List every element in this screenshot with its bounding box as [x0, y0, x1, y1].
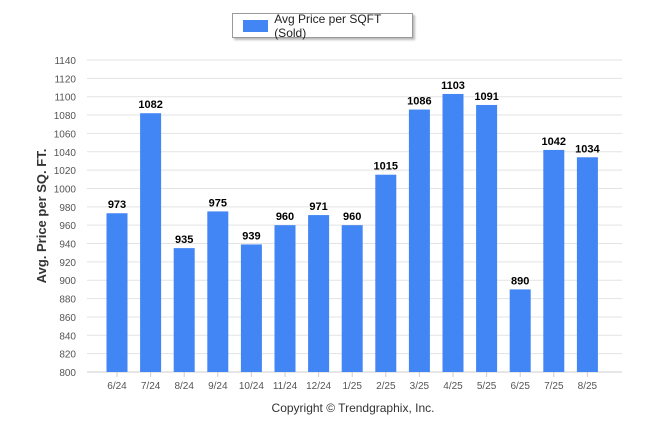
bar	[476, 104, 498, 372]
y-tick-label: 1040	[54, 148, 77, 159]
data-label: 960	[276, 211, 294, 223]
x-tick-label: 6/24	[107, 381, 127, 392]
data-labels: 973 1082 935 975 939 960 971 960 1015 1086 1103 109…	[108, 80, 601, 287]
y-tick-label: 1140	[54, 56, 76, 67]
bar	[543, 149, 565, 372]
y-tick-label: 1120	[54, 74, 76, 85]
bar	[140, 113, 162, 373]
data-label: 1086	[407, 96, 431, 108]
y-axis-ticks: 800 820 840 860 880 900 920 940 960 980 1000 1020 10…	[54, 56, 77, 379]
bar	[207, 211, 229, 372]
legend-swatch	[243, 19, 269, 32]
bar	[408, 109, 430, 372]
data-label: 1015	[374, 161, 398, 173]
x-tick-label: 10/24	[239, 381, 264, 392]
copyright-text: Copyright © Trendgraphix, Inc.	[271, 401, 435, 415]
x-tick-label: 5/25	[477, 381, 497, 392]
y-tick-label: 1100	[54, 93, 76, 104]
y-tick-label: 1000	[54, 184, 77, 195]
data-label: 1103	[441, 80, 465, 92]
x-tick-label: 4/25	[443, 381, 463, 392]
bar	[274, 225, 296, 372]
x-tick-label: 1/25	[342, 381, 362, 392]
x-tick-label: 7/24	[141, 381, 161, 392]
bar	[375, 174, 397, 372]
x-tick-label: 8/24	[174, 381, 194, 392]
data-label: 971	[309, 201, 327, 213]
x-tick-label: 2/25	[376, 381, 396, 392]
legend-label: Avg Price per SQFT (Sold)	[274, 11, 382, 40]
y-tick-label: 1060	[54, 129, 77, 140]
data-label: 1042	[542, 136, 566, 148]
bar	[576, 157, 598, 372]
bar	[308, 215, 330, 372]
bar	[106, 213, 128, 372]
x-tick-label: 3/25	[410, 381, 430, 392]
y-tick-label: 980	[59, 203, 76, 214]
bar	[240, 244, 262, 372]
y-tick-label: 940	[59, 240, 76, 251]
bar	[442, 93, 464, 372]
data-label: 1091	[474, 91, 498, 103]
x-tick-label: 6/25	[510, 381, 530, 392]
legend: Avg Price per SQFT (Sold)	[232, 11, 413, 40]
x-tick-label: 12/24	[306, 381, 331, 392]
data-label: 975	[209, 197, 227, 209]
y-tick-label: 960	[59, 221, 76, 232]
x-axis-ticks: 6/24 7/24 8/24 9/24 10/24 11/24 12/24 1/25 2/25 3…	[107, 372, 598, 392]
data-label: 973	[108, 199, 126, 211]
y-tick-label: 920	[59, 258, 76, 269]
y-axis-label: Avg. Price per SQ. FT.	[34, 149, 49, 284]
x-tick-label: 8/25	[578, 381, 598, 392]
data-label: 935	[175, 234, 193, 246]
x-tick-label: 7/25	[544, 381, 564, 392]
y-tick-label: 1020	[54, 166, 77, 177]
bar	[173, 248, 195, 372]
x-tick-label: 11/24	[273, 381, 298, 392]
bar	[509, 289, 531, 372]
y-tick-label: 840	[59, 331, 76, 342]
data-label: 890	[511, 275, 529, 287]
data-label: 960	[343, 211, 361, 223]
data-label: 1034	[575, 143, 600, 155]
y-tick-label: 820	[59, 350, 76, 361]
bars	[106, 93, 598, 373]
bar	[341, 225, 363, 372]
y-tick-label: 880	[59, 295, 76, 306]
y-tick-label: 900	[59, 276, 76, 287]
data-label: 1082	[138, 99, 162, 111]
y-tick-label: 1080	[54, 111, 77, 122]
y-tick-label: 800	[59, 368, 76, 379]
x-tick-label: 9/24	[208, 381, 228, 392]
y-tick-label: 860	[59, 313, 76, 324]
data-label: 939	[242, 230, 260, 242]
